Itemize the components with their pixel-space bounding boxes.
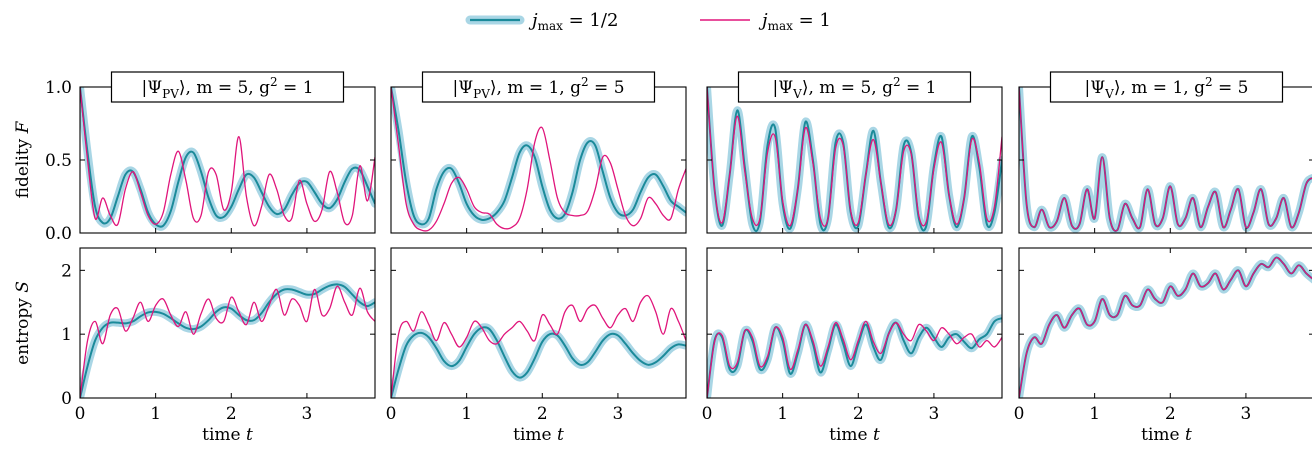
- x-tick-label: 3: [613, 404, 624, 424]
- series-jmax-half-halo: [391, 87, 686, 229]
- plot-frame: [390, 247, 687, 399]
- x-tick-label: 2: [537, 404, 548, 424]
- panel-title-box: [737, 71, 972, 103]
- series-jmax-one: [391, 294, 686, 398]
- x-tick-label: 2: [226, 404, 237, 424]
- fidelity-subplot-2: [390, 86, 687, 234]
- fidelity-subplot-4: [1018, 86, 1312, 234]
- series-jmax-half: [391, 326, 686, 398]
- x-tick-label: 0: [1014, 404, 1025, 424]
- panel-title: |ΨPV⟩, m = 1, g2 = 5: [452, 75, 624, 101]
- panel-title-box: [110, 71, 345, 103]
- legend-label-jmax-half: jmax = 1/2: [528, 10, 618, 33]
- series-lines: [80, 280, 375, 398]
- series-jmax-one: [1019, 87, 1312, 232]
- series-jmax-one: [707, 87, 1002, 227]
- entropy-subplot-2: 0 1 2 3 time t: [386, 247, 687, 445]
- panel-3: 0 1 2 3 time t |ΨV⟩, m = 5, g2 = 1: [702, 71, 1003, 445]
- y-tick-label: 2: [61, 261, 72, 281]
- plot-frame: [1018, 247, 1312, 399]
- panel-4: 0 1 2 3 time t |ΨV⟩, m = 1, g2 = 5: [1014, 71, 1312, 445]
- panel-title-box: [1049, 71, 1284, 103]
- series-jmax-one: [707, 320, 1002, 398]
- x-tick-label: 3: [302, 404, 313, 424]
- panel-title: |ΨV⟩, m = 5, g2 = 1: [773, 75, 937, 101]
- series-jmax-one: [80, 285, 375, 398]
- entropy-subplot-4: 0 1 2 3 time t: [1014, 247, 1312, 445]
- panel-title: |ΨV⟩, m = 1, g2 = 5: [1085, 75, 1249, 101]
- series-jmax-half: [80, 87, 375, 228]
- y-axis-label: entropy S: [13, 281, 33, 365]
- series-jmax-half: [391, 87, 686, 226]
- series-jmax-half: [80, 283, 375, 398]
- y-tick-label: 0.0: [45, 224, 72, 244]
- series-jmax-half: [1019, 256, 1312, 398]
- panel-title-box: [421, 71, 656, 103]
- x-tick-label: 1: [461, 404, 472, 424]
- x-axis-label: time t: [829, 425, 880, 445]
- x-tick-label: 2: [1165, 404, 1176, 424]
- x-tick-label: 3: [929, 404, 940, 424]
- entropy-subplot-3: 0 1 2 3 time t: [702, 247, 1003, 445]
- legend: jmax = 1/2 jmax = 1: [465, 10, 831, 33]
- series-lines: [391, 87, 686, 232]
- y-tick-label: 1.0: [45, 78, 72, 98]
- x-tick-label: 3: [1241, 404, 1252, 424]
- y-tick-label: 0.5: [45, 151, 72, 171]
- series-jmax-half-halo: [80, 280, 375, 398]
- x-tick-label: 0: [75, 404, 86, 424]
- panel-2: 0 1 2 3 time t |ΨPV⟩, m = 1, g2 = 5: [386, 71, 687, 445]
- y-axis-label: fidelity F: [13, 120, 33, 198]
- series-jmax-one: [1019, 256, 1312, 398]
- x-tick-label: 0: [386, 404, 397, 424]
- series-jmax-one: [80, 87, 375, 227]
- fidelity-subplot-3: [706, 86, 1003, 234]
- panel-title: |ΨPV⟩, m = 5, g2 = 1: [141, 75, 313, 101]
- fidelity-subplot-1: 0.0 0.5 1.0 fidelity F: [13, 78, 376, 244]
- x-tick-label: 2: [853, 404, 864, 424]
- series-lines: [1019, 253, 1312, 398]
- y-tick-label: 0: [61, 389, 72, 409]
- plot-frame: [706, 247, 1003, 399]
- plot-frame: [79, 247, 376, 399]
- y-tick-label: 1: [61, 325, 72, 345]
- x-axis-label: time t: [513, 425, 564, 445]
- x-axis-label: time t: [202, 425, 253, 445]
- series-lines: [1019, 87, 1312, 233]
- legend-label-jmax-one: jmax = 1: [758, 10, 831, 33]
- series-lines: [391, 294, 686, 398]
- x-axis-label: time t: [1141, 425, 1192, 445]
- series-lines: [80, 87, 375, 231]
- series-lines: [707, 87, 1002, 233]
- x-tick-label: 0: [702, 404, 713, 424]
- series-jmax-one: [391, 87, 686, 232]
- x-tick-label: 1: [1089, 404, 1100, 424]
- series-jmax-half-halo: [707, 87, 1002, 233]
- x-tick-label: 1: [150, 404, 161, 424]
- series-jmax-half: [707, 317, 1002, 398]
- x-tick-label: 1: [777, 404, 788, 424]
- series-lines: [707, 314, 1002, 398]
